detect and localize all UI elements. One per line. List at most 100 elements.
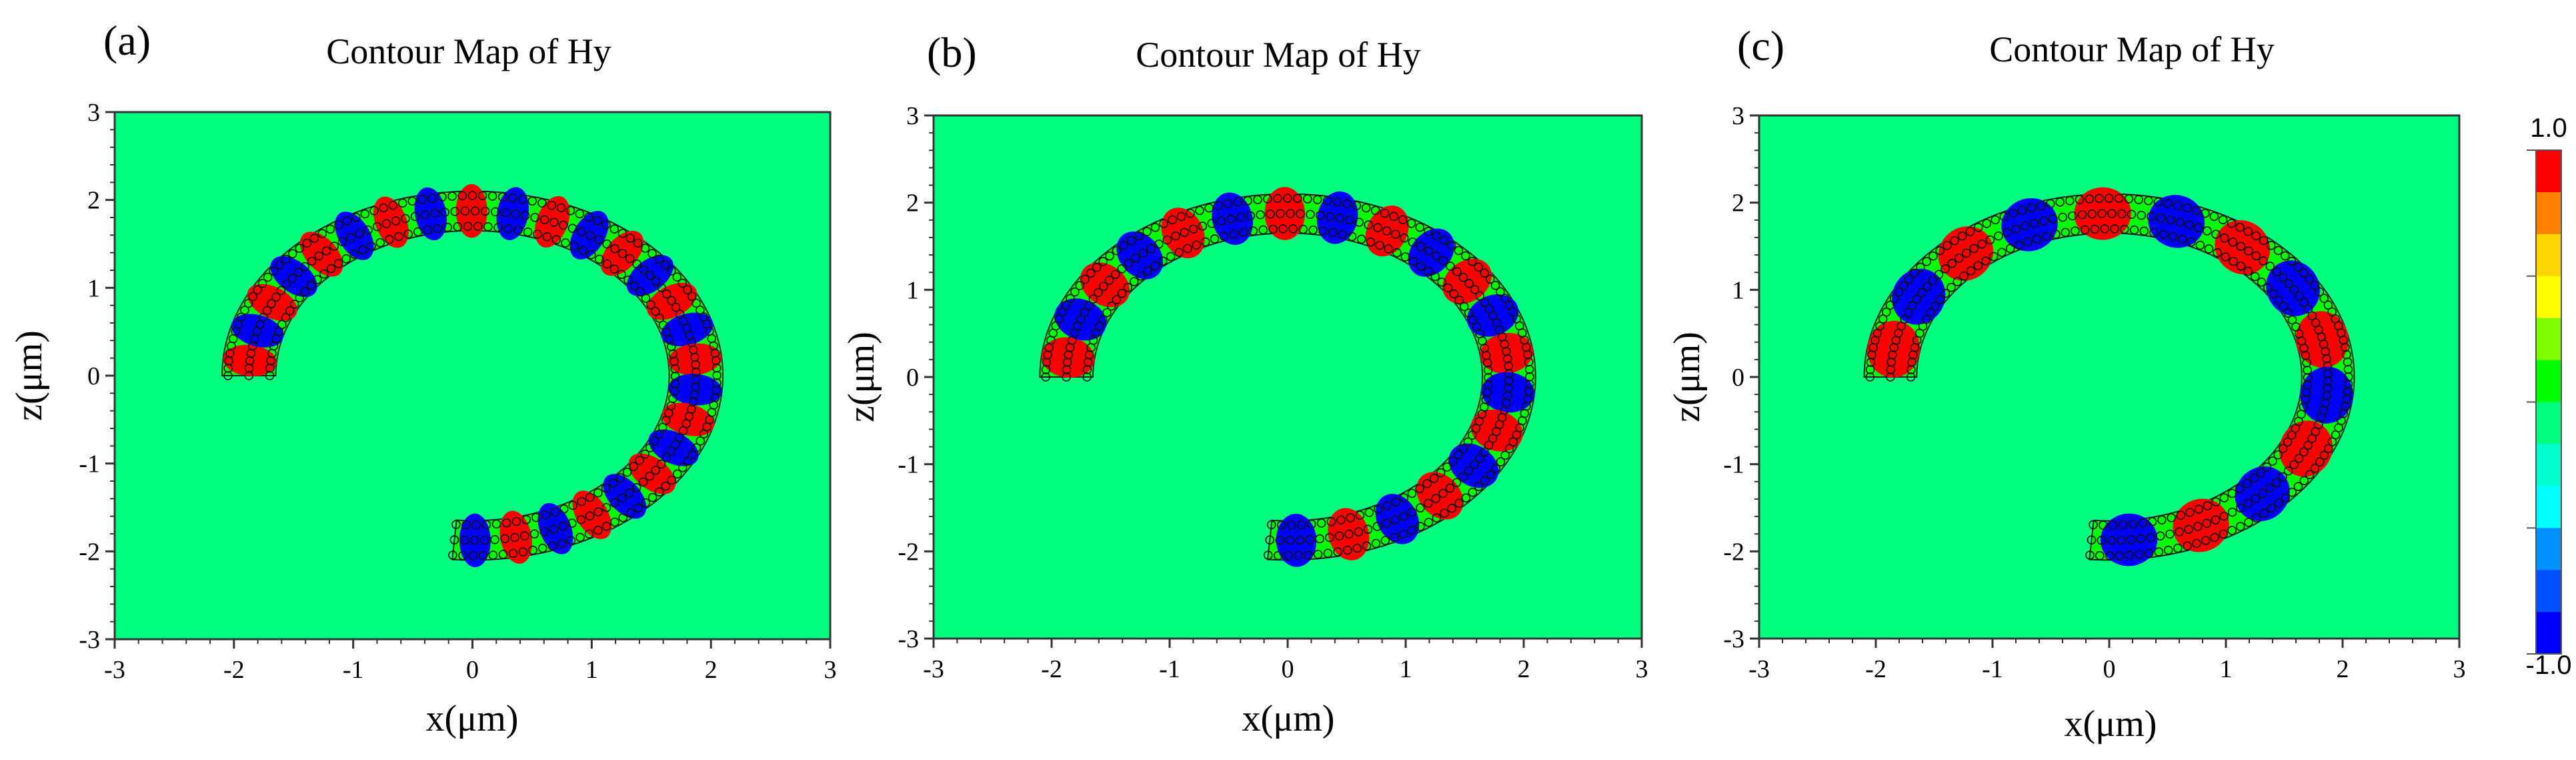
hole bbox=[1408, 256, 1418, 266]
hole bbox=[1910, 268, 1919, 278]
hole bbox=[2014, 240, 2024, 250]
hole bbox=[1391, 497, 1400, 507]
hole bbox=[1296, 209, 1305, 219]
hole bbox=[1062, 372, 1071, 382]
hole bbox=[1382, 226, 1392, 236]
hole bbox=[1325, 212, 1335, 222]
hole bbox=[2315, 287, 2325, 297]
hole bbox=[2243, 227, 2253, 236]
hole bbox=[2299, 268, 2309, 278]
hole bbox=[622, 467, 632, 477]
hole bbox=[1146, 244, 1156, 254]
hole bbox=[1504, 300, 1514, 310]
hole bbox=[2201, 536, 2211, 545]
hole bbox=[2089, 520, 2098, 530]
hole bbox=[1226, 214, 1236, 224]
hole bbox=[2176, 510, 2185, 520]
hole bbox=[1136, 271, 1146, 281]
hole bbox=[223, 371, 233, 380]
hole bbox=[1302, 194, 1312, 204]
hole bbox=[646, 300, 656, 310]
hole bbox=[497, 192, 507, 202]
panel-c-ylabel: z(μm) bbox=[1666, 332, 1708, 422]
x-tick-label: 3 bbox=[2453, 655, 2466, 683]
hole bbox=[267, 299, 276, 308]
hole bbox=[1415, 484, 1424, 494]
hole bbox=[641, 498, 650, 508]
hole bbox=[1524, 357, 1534, 367]
hole bbox=[1092, 262, 1102, 272]
hole bbox=[326, 264, 336, 274]
hole bbox=[638, 477, 648, 487]
hole bbox=[1525, 372, 1534, 382]
hole bbox=[1210, 234, 1220, 244]
hole bbox=[2219, 493, 2229, 502]
hole bbox=[1308, 225, 1318, 235]
hole bbox=[617, 270, 626, 280]
hole bbox=[640, 244, 650, 253]
hole bbox=[550, 507, 559, 517]
hole bbox=[1947, 258, 1957, 268]
hole bbox=[2244, 517, 2253, 527]
hole bbox=[2139, 226, 2149, 236]
hole bbox=[394, 232, 403, 242]
hole bbox=[1504, 361, 1513, 371]
hole bbox=[593, 525, 603, 535]
hole bbox=[2243, 266, 2253, 276]
hole bbox=[1313, 549, 1323, 559]
y-tick-label: -1 bbox=[898, 451, 919, 479]
hole bbox=[511, 516, 521, 526]
hole bbox=[1286, 520, 1296, 530]
hole bbox=[281, 280, 291, 289]
hole bbox=[1066, 294, 1075, 304]
hole bbox=[1483, 380, 1493, 390]
hole bbox=[1480, 268, 1489, 278]
x-tick-label: -3 bbox=[1748, 655, 1770, 683]
hole bbox=[1922, 257, 1931, 266]
hole bbox=[1917, 288, 1926, 298]
hole bbox=[558, 521, 567, 531]
hole bbox=[487, 192, 497, 201]
hole bbox=[1375, 240, 1384, 250]
hole bbox=[1900, 314, 1909, 324]
hole bbox=[1131, 254, 1140, 263]
hole bbox=[2227, 507, 2237, 517]
hole bbox=[2185, 508, 2195, 517]
hole bbox=[1323, 548, 1333, 558]
hole bbox=[1105, 251, 1114, 261]
hole bbox=[2218, 215, 2228, 225]
hole bbox=[1058, 307, 1067, 317]
hole bbox=[1061, 300, 1071, 310]
hole bbox=[1941, 264, 1950, 274]
field-lobe bbox=[537, 502, 573, 554]
hole bbox=[678, 426, 688, 436]
hole bbox=[2156, 214, 2166, 223]
hole bbox=[2077, 210, 2087, 220]
hole bbox=[594, 254, 604, 264]
hole bbox=[666, 266, 676, 276]
hole bbox=[1295, 535, 1304, 545]
hole bbox=[549, 218, 559, 227]
field-lobe bbox=[2215, 220, 2271, 275]
hole bbox=[1488, 434, 1498, 443]
hole bbox=[542, 232, 552, 242]
panel-a-title: Contour Map of Hy bbox=[326, 31, 611, 71]
hole bbox=[1082, 365, 1092, 374]
hole bbox=[500, 208, 510, 218]
hole bbox=[2117, 535, 2126, 545]
hole bbox=[1373, 223, 1382, 232]
hole bbox=[1364, 508, 1374, 517]
hole bbox=[692, 443, 702, 452]
hole bbox=[1463, 437, 1473, 447]
hole bbox=[1908, 301, 1917, 310]
hole bbox=[2243, 498, 2253, 508]
hole bbox=[2118, 520, 2128, 530]
field-lobe bbox=[1328, 508, 1370, 560]
hole bbox=[1424, 517, 1434, 527]
hole bbox=[691, 360, 700, 370]
colorbar-swatch bbox=[2536, 150, 2561, 193]
ring-waveguide bbox=[1863, 187, 2355, 566]
hole bbox=[1423, 266, 1433, 276]
hole bbox=[1263, 550, 1273, 560]
hole bbox=[2098, 520, 2108, 530]
